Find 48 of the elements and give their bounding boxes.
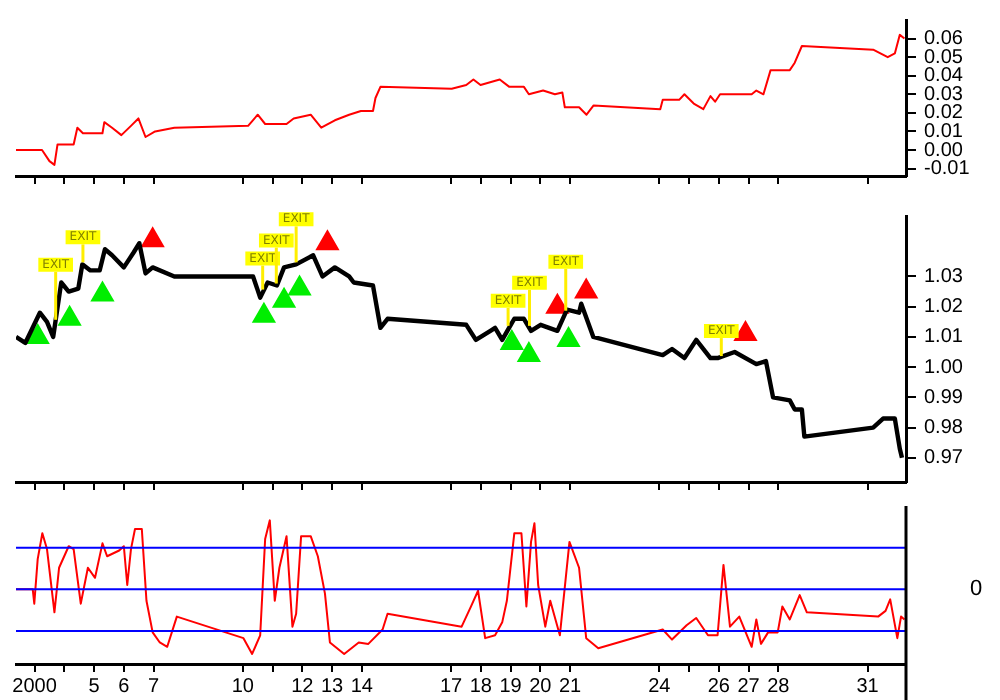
point: [288, 275, 311, 296]
x-tick-label: 10: [231, 675, 255, 698]
y-tick-label: 0.03: [924, 83, 964, 106]
x-tick-label: 18: [469, 675, 493, 698]
x-tick-label: 26: [707, 675, 731, 698]
x-tick-label: 19: [499, 675, 523, 698]
point: [316, 230, 339, 251]
x-tick-label: 17: [439, 675, 464, 698]
x-tick-label: 6: [118, 675, 131, 698]
x-tick-label: 27: [737, 675, 761, 698]
point: [545, 293, 569, 314]
point: [141, 227, 165, 248]
point: [26, 323, 50, 344]
x-tick-label: 12: [291, 675, 315, 698]
y-tick-label: 1.02: [924, 296, 964, 319]
y-tick-label: 0.05: [924, 46, 964, 69]
text: 0: [969, 577, 983, 602]
point: [557, 326, 580, 347]
y-tick-label: -0.01: [924, 158, 971, 181]
x-tick-label: 20: [529, 675, 553, 698]
y-tick-label: 1.00: [924, 356, 964, 379]
point: [58, 305, 81, 326]
point: [272, 287, 296, 308]
y-tick-label: 0.98: [924, 417, 964, 440]
y-tick-label: 0.02: [924, 102, 964, 125]
point: [500, 329, 524, 350]
x-tick-label: 28: [767, 675, 791, 698]
point: [734, 320, 757, 341]
x-tick-label: 31: [856, 675, 880, 698]
x-tick-label: 7: [148, 675, 161, 698]
y-tick-label: 0.00: [924, 139, 964, 162]
x-tick-label: 14: [350, 675, 374, 698]
x-tick-label: 24: [648, 675, 672, 698]
y-tick-label: 0.06: [924, 28, 964, 51]
x-tick-label: 21: [558, 675, 583, 698]
point: [574, 278, 598, 299]
point: [517, 342, 541, 363]
y-tick-label: 0.97: [924, 447, 964, 470]
point: [91, 281, 114, 302]
x-tick-label: 5: [88, 675, 101, 698]
y-tick-label: 0.04: [924, 65, 964, 88]
y-tick-label: 1.01: [924, 326, 964, 349]
point: [252, 302, 276, 323]
x-tick-label: 2000: [12, 675, 58, 698]
x-tick-label: 13: [320, 675, 345, 698]
y-tick-label: 0.01: [924, 120, 964, 143]
y-tick-label: 0.99: [924, 386, 964, 409]
y-tick-label: 1.03: [924, 265, 964, 288]
